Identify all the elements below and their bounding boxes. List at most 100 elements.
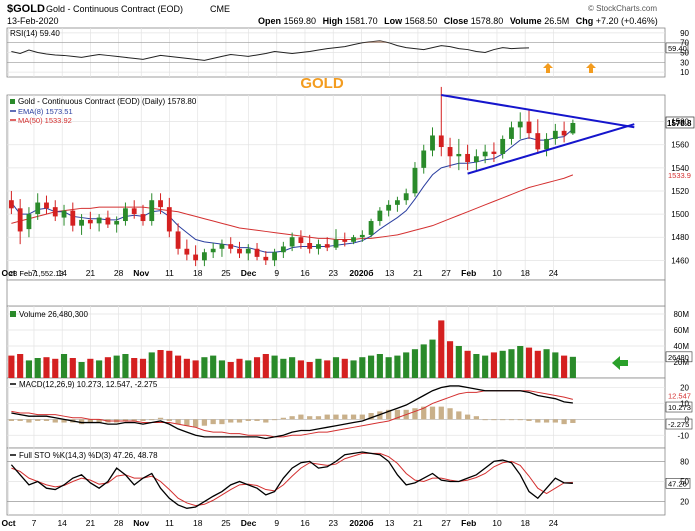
candle-body — [193, 254, 199, 261]
sto-tick-2: 20 — [680, 498, 689, 507]
candle-body — [526, 121, 532, 134]
volume-bar — [17, 354, 24, 378]
orange-up-arrow-1 — [586, 63, 596, 73]
x-label-bottom-12: 23 — [328, 518, 338, 528]
price-candle — [552, 123, 558, 145]
candle-body — [447, 147, 453, 157]
volume-bar — [139, 358, 147, 378]
candle-body — [395, 200, 400, 205]
x-axis-band — [6, 279, 666, 307]
x-label-bottom-14: 13 — [385, 518, 395, 528]
rsi-tick-0: 90 — [680, 29, 689, 38]
macd-histogram-bar — [447, 408, 453, 420]
low-value: 1568.50 — [404, 16, 438, 26]
volume-bar — [183, 358, 190, 378]
date-label: 13-Feb-2020 — [7, 16, 59, 26]
macd-histogram-bar — [543, 419, 550, 423]
price-candle — [289, 232, 295, 252]
candle-body — [289, 237, 295, 247]
sto-value-box — [665, 478, 691, 489]
green-left-arrow — [612, 356, 628, 370]
candle-body — [219, 244, 225, 249]
macd-histogram-bar — [192, 419, 199, 428]
candle-body — [307, 243, 313, 249]
high-value: 1581.70 — [345, 16, 378, 26]
volume-bar — [490, 352, 497, 378]
macd-histogram-bar — [368, 413, 374, 420]
candle-body — [421, 150, 427, 168]
price-candle — [438, 86, 444, 157]
volume-bar — [87, 358, 94, 378]
legends: RSI(14) 59.40 GOLD Gold - Continuous Contr… — [10, 29, 344, 460]
candle-body — [149, 200, 155, 222]
macd-panel: 12.547 10.273 -2.275 — [7, 385, 693, 440]
ma-value-label: 1533.9 — [668, 171, 691, 180]
macd-histogram-bar — [350, 414, 357, 420]
macd-histogram-bar — [307, 416, 313, 420]
macd-histogram-bar — [386, 409, 392, 420]
candle-body — [184, 248, 190, 255]
orange-up-arrow-0 — [543, 63, 553, 73]
candle-body — [342, 239, 348, 242]
candle-body — [552, 130, 558, 139]
volume-bar — [245, 360, 252, 378]
candle-body — [70, 210, 76, 226]
x-label-mid-5: Nov — [133, 268, 149, 278]
rsi-tick-2: 50 — [680, 49, 689, 58]
volume-value: 26.5M — [544, 16, 570, 26]
symbol-label: $GOLD — [7, 3, 45, 15]
macd-histogram-bar — [570, 419, 576, 423]
macd-histogram-bar — [131, 419, 137, 421]
volume-bar — [69, 358, 76, 378]
candle-body — [123, 208, 128, 222]
price-candle — [316, 239, 321, 255]
macd-histogram-bar — [377, 411, 383, 420]
volume-bar — [148, 352, 155, 378]
sto-k-line — [10, 451, 573, 509]
candle-body — [430, 135, 435, 151]
macd-histogram-bar — [87, 419, 93, 423]
candle-body — [228, 244, 234, 249]
chg-value: +7.20 (+0.46%) — [595, 16, 658, 26]
candle-body — [316, 244, 321, 249]
macd-tick-1: 10 — [680, 399, 689, 408]
macd-histogram-bar — [421, 406, 427, 420]
price-candle — [430, 127, 435, 157]
frame-price — [6, 94, 666, 281]
volume-bar — [113, 355, 120, 378]
candle-body — [333, 239, 339, 248]
axis-labels: 90705030101580156015401520150014801460Oc… — [1, 29, 689, 528]
macd-histogram-bar — [342, 414, 348, 420]
ma-legend: MA(50) 1533.92 — [18, 116, 72, 125]
rsi-tick-3: 30 — [680, 58, 689, 67]
macd-histogram-bar — [166, 419, 172, 421]
price-candle — [403, 188, 409, 205]
price-candle — [201, 248, 207, 267]
volume-bar — [210, 355, 217, 378]
x-label-mid-14: 13 — [385, 268, 395, 278]
price-candle — [307, 234, 313, 254]
volume-bar — [297, 360, 304, 378]
macd-histogram-bar — [526, 419, 532, 421]
candle-body — [87, 219, 93, 224]
volume-bar — [218, 360, 226, 378]
x-label-bottom-0: Oct — [1, 518, 15, 528]
price-candle — [237, 241, 242, 259]
price-candle — [377, 207, 383, 226]
rsi-tick-1: 70 — [680, 39, 689, 48]
volume-bar — [157, 350, 164, 378]
open-label: Open — [258, 16, 282, 26]
price-candle — [149, 193, 155, 226]
price-candle — [254, 243, 260, 261]
candle-body — [386, 204, 392, 211]
volume-bar — [192, 360, 199, 378]
candle-body — [44, 202, 49, 209]
vol-value-label: 26480 — [668, 353, 689, 362]
x-label-mid-17: Feb — [461, 268, 476, 278]
volume-bar — [569, 356, 576, 378]
rsi-value-label: 59.40 — [668, 44, 687, 53]
macd-hist-label: -2.275 — [668, 420, 689, 429]
x-label-mid-10: 9 — [274, 268, 279, 278]
macd-histogram-bar — [438, 406, 444, 420]
chg-label: Chg — [575, 16, 594, 26]
